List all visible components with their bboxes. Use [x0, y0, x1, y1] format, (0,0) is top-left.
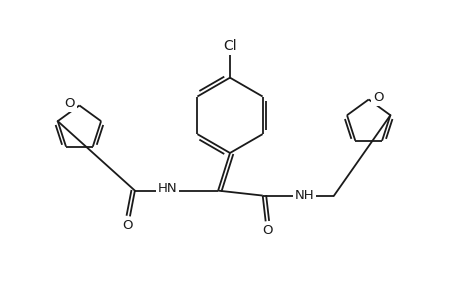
- Text: O: O: [373, 91, 383, 104]
- Text: O: O: [64, 97, 74, 110]
- Text: Cl: Cl: [223, 39, 236, 53]
- Text: HN: HN: [157, 182, 177, 195]
- Text: O: O: [262, 224, 272, 237]
- Text: NH: NH: [294, 189, 313, 202]
- Text: O: O: [123, 219, 133, 232]
